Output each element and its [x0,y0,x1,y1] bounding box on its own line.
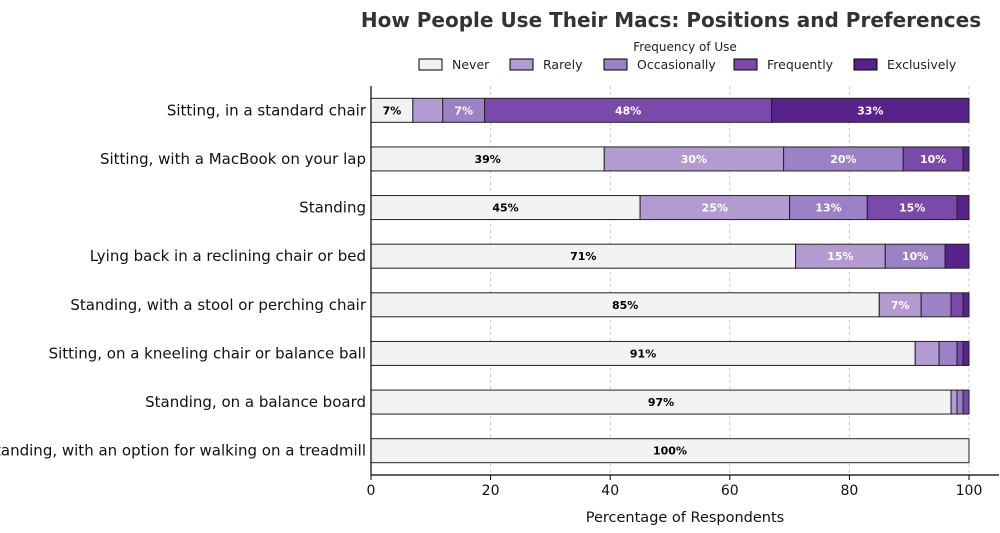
legend-swatch-never [418,58,443,71]
bar-never-3 [370,243,797,269]
x-tick-label-20: 20 [482,483,500,499]
x-tick-label-60: 60 [721,483,739,499]
bar-frequently-2 [866,195,958,221]
data-label-rarely-3: 15% [827,250,853,263]
legend-label-exclusively: Exclusively [887,57,957,72]
legend-swatch-rarely [509,58,534,71]
x-tick-label-80: 80 [840,483,858,499]
legend-label-never: Never [452,57,490,72]
bar-occasionally-5 [938,340,958,366]
data-label-exclusively-0: 33% [857,104,883,117]
bar-rarely-6 [950,389,958,415]
data-label-rarely-4: 7% [891,299,910,312]
legend-swatch-frequently [733,58,758,71]
bar-occasionally-4 [920,292,952,318]
bar-frequently-5 [956,340,964,366]
bar-never-1 [370,146,605,172]
category-label-4: Standing, with a stool or perching chair [70,296,366,314]
data-label-rarely-1: 30% [681,153,707,166]
bar-occasionally-2 [789,195,868,221]
x-tick-label-0: 0 [367,483,376,499]
bar-exclusively-2 [956,195,970,221]
bars: 7% 7% 48% 33% Sitting, in a standard chair 39… [0,97,970,464]
data-label-frequently-1: 10% [920,153,946,166]
bar-occasionally-1 [783,146,904,172]
bar-frequently-0 [484,97,773,123]
category-label-7: Standing, with an option for walking on … [0,442,366,460]
bar-never-4 [370,292,880,318]
data-label-rarely-2: 25% [702,202,728,215]
x-tick-label-100: 100 [956,483,983,499]
data-label-occasionally-1: 20% [830,153,856,166]
x-tick-label-40: 40 [601,483,619,499]
category-label-6: Standing, on a balance board [145,393,366,411]
grid [490,86,970,475]
category-label-2: Standing [299,199,366,217]
bar-rarely-5 [914,340,940,366]
category-label-1: Sitting, with a MacBook on your lap [100,150,366,168]
data-label-never-6: 97% [648,396,674,409]
data-label-never-3: 71% [570,250,596,263]
data-label-never-0: 7% [383,104,402,117]
x-axis-label: Percentage of Respondents [586,510,784,526]
data-label-frequently-2: 15% [899,202,925,215]
bar-never-6 [370,389,952,415]
bar-exclusively-5 [962,340,970,366]
legend-swatch-exclusively [853,58,878,71]
bar-exclusively-4 [962,292,970,318]
legend-label-occasionally: Occasionally [637,57,716,72]
data-label-never-1: 39% [474,153,500,166]
data-label-never-4: 85% [612,299,638,312]
bar-frequently-1 [902,146,964,172]
legend-title: Frequency of Use [633,40,737,54]
legend-swatch-occasionally [603,58,628,71]
data-label-occasionally-0: 7% [454,104,473,117]
legend-label-rarely: Rarely [543,57,583,72]
bar-exclusively-1 [962,146,970,172]
category-label-3: Lying back in a reclining chair or bed [90,247,366,265]
bar-frequently-6 [962,389,970,415]
data-label-never-7: 100% [653,445,687,458]
chart-title: How People Use Their Macs: Positions and… [361,8,981,32]
category-label-5: Sitting, on a kneeling chair or balance … [49,344,366,362]
bar-never-0 [370,97,414,123]
bar-rarely-0 [412,97,444,123]
bar-never-5 [370,340,916,366]
bar-frequently-4 [950,292,964,318]
bar-exclusively-0 [771,97,970,123]
category-label-0: Sitting, in a standard chair [167,101,367,119]
bar-rarely-4 [878,292,922,318]
data-label-frequently-0: 48% [615,104,641,117]
bar-exclusively-3 [944,243,970,269]
data-label-occasionally-2: 13% [815,202,841,215]
bar-occasionally-6 [956,389,964,415]
data-label-occasionally-3: 10% [902,250,928,263]
legend: Frequency of Use Never Rarely Occasionally… [418,40,957,72]
legend-label-frequently: Frequently [767,57,834,72]
data-label-never-5: 91% [630,347,656,360]
data-label-never-2: 45% [492,202,518,215]
bar-rarely-1 [603,146,785,172]
axes: 0 20 40 60 80 100 [367,86,999,499]
bar-occasionally-3 [884,243,946,269]
